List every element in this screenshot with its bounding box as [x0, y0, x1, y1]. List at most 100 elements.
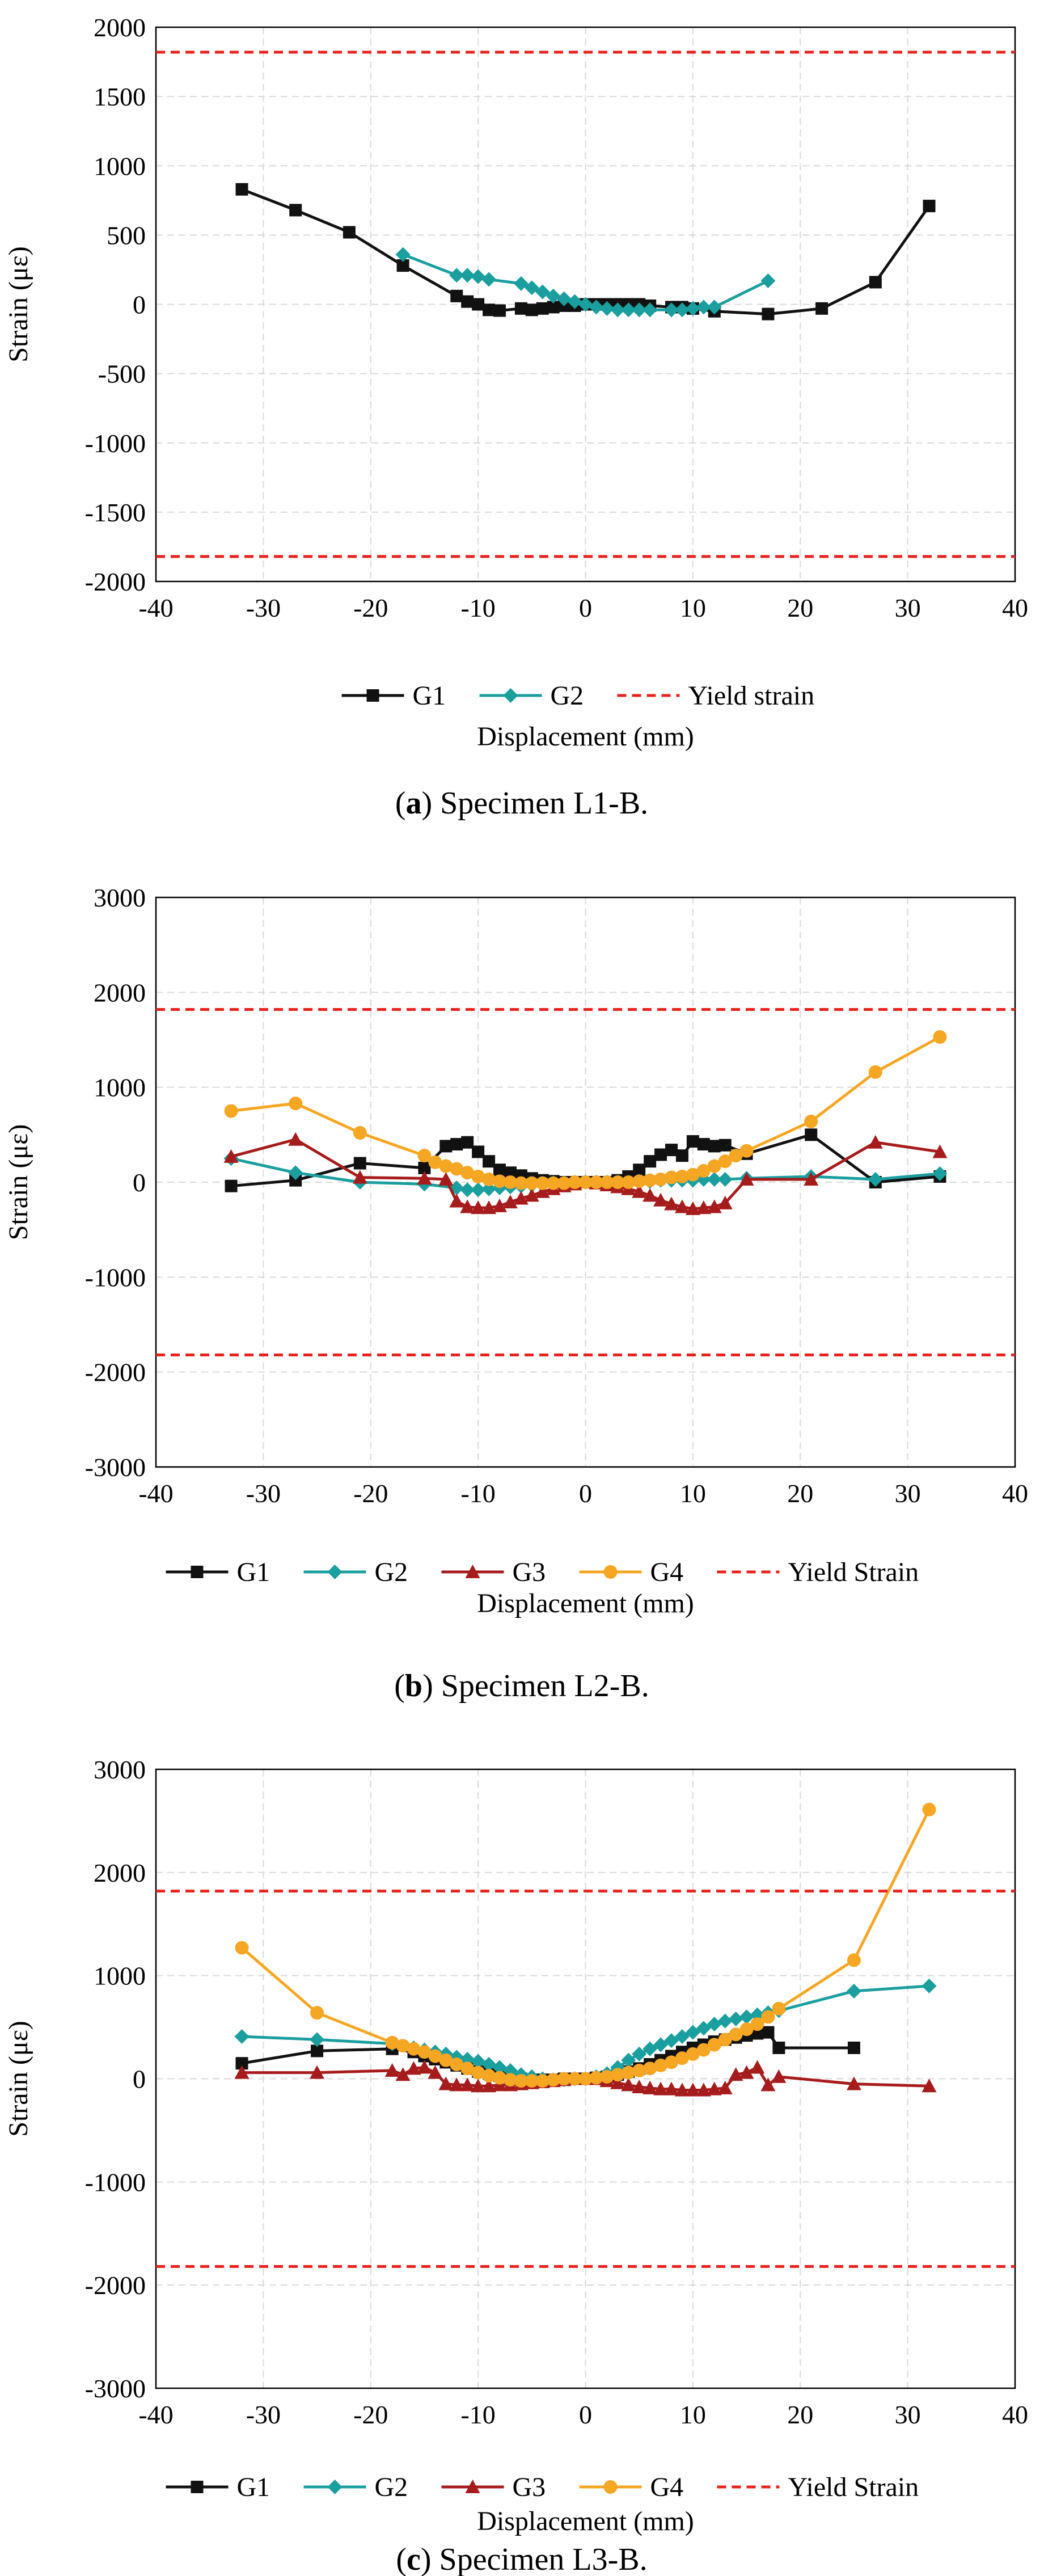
point-g2 — [868, 1171, 883, 1187]
point-g1 — [665, 1144, 678, 1157]
point-g2 — [674, 302, 690, 318]
point-g4 — [654, 2058, 668, 2072]
point-g3 — [524, 1188, 539, 1202]
x-tick-label: -10 — [460, 593, 495, 622]
y-tick-label: -3000 — [85, 2374, 146, 2403]
point-g4 — [611, 1175, 625, 1189]
point-g2 — [556, 291, 572, 306]
legend-marker-g4 — [603, 2480, 618, 2494]
point-g2 — [685, 2025, 700, 2040]
caption: (a) Specimen L1-B. — [395, 786, 648, 821]
plot-frame — [155, 26, 1016, 583]
point-g3 — [449, 2077, 464, 2092]
point-g2 — [717, 2013, 733, 2029]
point-g1 — [772, 2041, 785, 2054]
point-g3 — [653, 2081, 669, 2096]
y-tick-label: -1000 — [85, 429, 146, 458]
point-g3 — [643, 1188, 658, 1202]
point-g1 — [675, 1149, 688, 1162]
point-g1 — [461, 295, 474, 308]
point-g1 — [483, 1155, 496, 1168]
point-g3 — [460, 1199, 475, 1213]
point-g2 — [492, 2060, 507, 2075]
point-g3 — [771, 2069, 787, 2083]
point-g2 — [481, 2057, 497, 2072]
point-g1 — [483, 303, 496, 317]
x-tick-label: 30 — [895, 2400, 921, 2429]
point-g1 — [311, 2044, 324, 2058]
caption-text: ) Specimen L3-B. — [421, 2542, 648, 2576]
point-g3 — [728, 2067, 743, 2081]
x-tick-label: 10 — [680, 2400, 706, 2429]
point-g4 — [643, 1173, 657, 1187]
x-tick-label: 0 — [579, 593, 592, 622]
point-g2 — [932, 1166, 948, 1181]
legend-marker-g2 — [327, 1565, 343, 1579]
point-g1 — [450, 289, 463, 302]
point-g4 — [310, 2006, 324, 2020]
point-g3 — [460, 2077, 475, 2092]
point-g4 — [557, 2072, 571, 2086]
point-g1 — [654, 1148, 667, 1161]
point-g4 — [665, 2055, 678, 2069]
point-g4 — [622, 1175, 636, 1189]
point-g2 — [674, 2029, 690, 2044]
x-axis-label: Displacement (mm) — [477, 1588, 694, 1618]
y-axis-label: Strain (με) — [3, 2021, 33, 2137]
y-tick-label: -500 — [98, 360, 146, 389]
point-g4 — [578, 1175, 593, 1189]
point-g3 — [664, 1196, 679, 1211]
point-g4 — [729, 1149, 743, 1163]
plot-frame — [155, 896, 1016, 1468]
point-g2 — [717, 1171, 733, 1187]
point-g2 — [460, 1182, 475, 1198]
point-g2 — [707, 2017, 722, 2032]
point-g2 — [707, 1171, 722, 1187]
point-g2 — [288, 1165, 303, 1181]
point-g4 — [804, 1114, 818, 1128]
x-tick-label: 20 — [787, 1479, 813, 1508]
y-tick-label: 2000 — [94, 1858, 146, 1887]
point-g4 — [289, 1097, 303, 1111]
point-g4 — [525, 2074, 539, 2088]
point-g1 — [493, 1163, 506, 1177]
y-tick-label: 3000 — [94, 883, 146, 912]
point-g4 — [772, 2001, 786, 2016]
point-g1 — [547, 301, 560, 314]
point-g2 — [471, 1182, 486, 1198]
point-g1 — [633, 1163, 646, 1177]
y-tick-label: -2000 — [85, 567, 146, 596]
point-g3 — [428, 2065, 443, 2079]
point-g4 — [535, 2074, 550, 2088]
point-g2 — [621, 302, 636, 318]
point-g3 — [739, 1171, 754, 1186]
x-tick-label: 10 — [680, 1479, 706, 1508]
point-g4 — [665, 1170, 678, 1184]
point-g2 — [707, 300, 722, 315]
point-g2 — [664, 2033, 679, 2048]
point-g1 — [815, 302, 829, 315]
point-g3 — [674, 1199, 690, 1213]
point-g1 — [869, 276, 882, 289]
point-g4 — [450, 1162, 464, 1176]
point-g4 — [535, 1176, 550, 1190]
x-tick-label: -40 — [138, 1479, 173, 1508]
point-g4 — [428, 2049, 442, 2063]
y-tick-label: 3000 — [94, 1755, 146, 1784]
y-tick-label: -1000 — [85, 1263, 146, 1292]
point-g2 — [632, 2046, 647, 2061]
point-g3 — [674, 2082, 690, 2097]
point-g4 — [750, 2017, 764, 2031]
caption-text: ) Specimen L2-B. — [422, 1668, 649, 1704]
point-g2 — [481, 272, 497, 287]
point-g1 — [472, 1145, 485, 1158]
point-g2 — [846, 1983, 861, 1999]
point-g1 — [289, 1174, 302, 1187]
point-g2 — [664, 302, 679, 318]
point-g4 — [611, 2068, 625, 2082]
point-g2 — [643, 302, 658, 318]
x-tick-label: -30 — [246, 1479, 281, 1508]
point-g4 — [589, 2071, 603, 2085]
point-g4 — [235, 1941, 249, 1955]
y-tick-label: 2000 — [94, 978, 146, 1007]
